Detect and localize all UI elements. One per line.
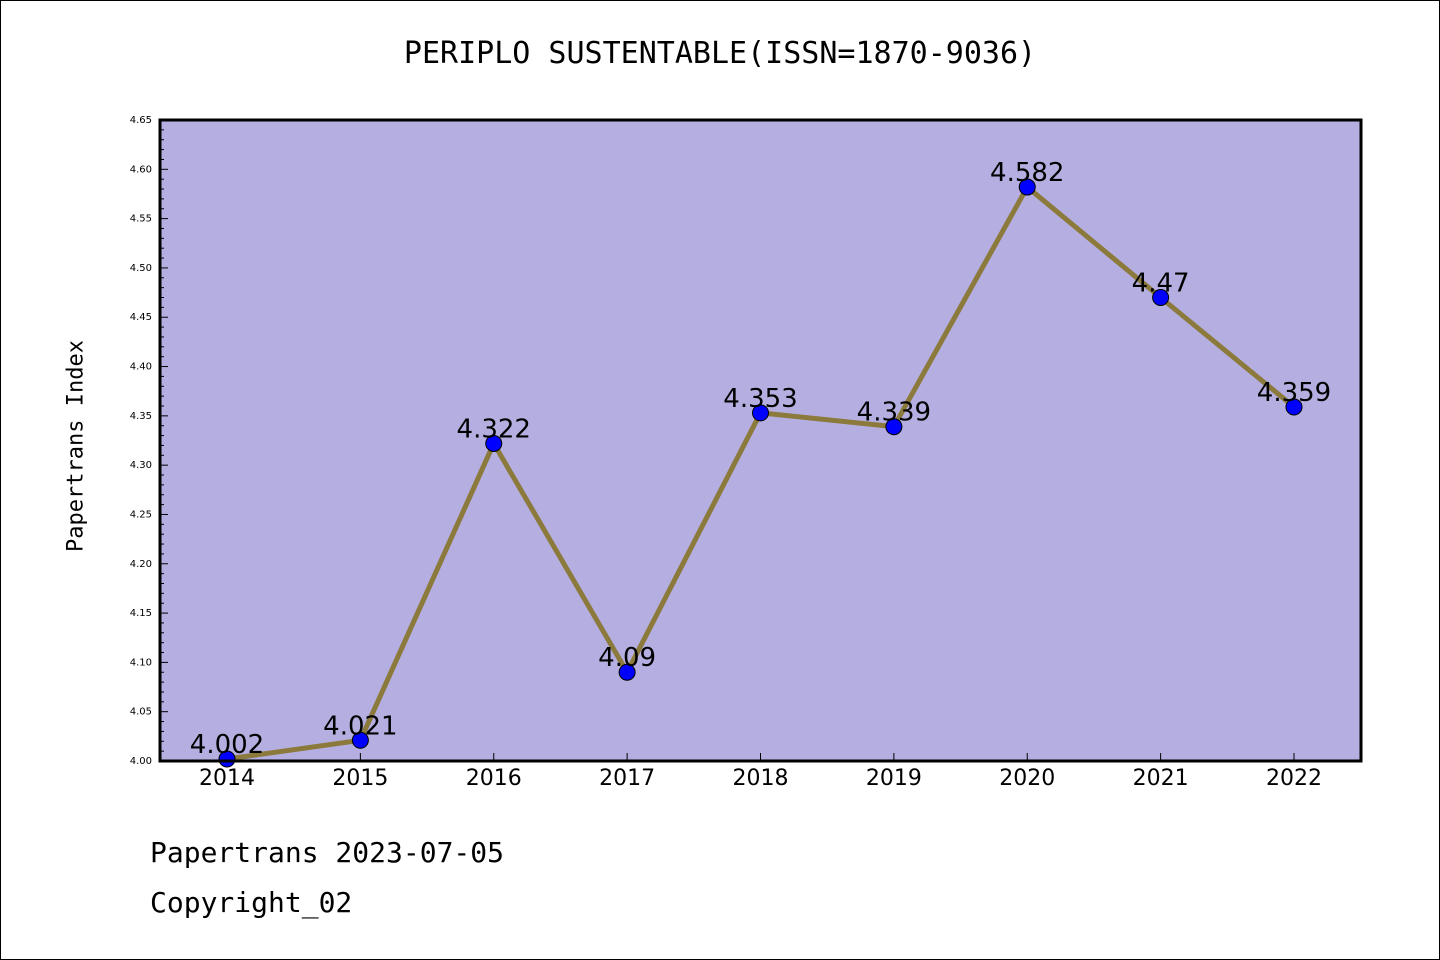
x-axis: 2014 2015 2016 2017 2018 2019 2020 2021 2022 bbox=[199, 753, 1322, 791]
x-tick-label: 2014 bbox=[199, 766, 255, 791]
x-tick-label: 2019 bbox=[866, 766, 922, 791]
x-tick-label: 2022 bbox=[1266, 766, 1322, 791]
y-tick-label: 4.30 bbox=[130, 460, 152, 471]
y-tick-label: 4.40 bbox=[130, 362, 152, 373]
data-label: 4.002 bbox=[190, 730, 264, 760]
data-point bbox=[485, 434, 503, 452]
footer-copyright: Copyright_02 bbox=[150, 886, 353, 919]
chart-title: PERIPLO SUSTENTABLE(ISSN=1870-9036) bbox=[403, 36, 1037, 71]
plot-area bbox=[160, 120, 1361, 761]
data-point bbox=[1152, 289, 1170, 307]
y-tick-label: 4.55 bbox=[130, 214, 152, 225]
data-label: 4.353 bbox=[723, 384, 797, 414]
y-tick-label: 4.45 bbox=[130, 312, 152, 323]
x-tick-label: 2017 bbox=[599, 766, 655, 791]
data-label: 4.021 bbox=[323, 711, 397, 741]
data-label: 4.47 bbox=[1132, 269, 1190, 299]
data-point bbox=[218, 750, 236, 768]
data-point bbox=[1285, 398, 1303, 416]
y-tick-label: 4.15 bbox=[130, 608, 152, 619]
data-label: 4.582 bbox=[990, 158, 1064, 188]
data-label: 4.322 bbox=[457, 414, 531, 444]
data-point bbox=[1018, 178, 1036, 196]
data-point bbox=[618, 663, 636, 681]
x-tick-label: 2015 bbox=[332, 766, 388, 791]
y-tick-label: 4.25 bbox=[130, 509, 152, 520]
data-label: 4.09 bbox=[598, 643, 656, 673]
data-point bbox=[885, 418, 903, 436]
data-point bbox=[752, 404, 769, 422]
plot-border bbox=[158, 118, 1363, 763]
data-label: 4.339 bbox=[857, 398, 931, 428]
data-point bbox=[351, 731, 369, 749]
y-tick-label: 4.60 bbox=[130, 164, 152, 175]
y-tick-label: 4.65 bbox=[130, 115, 152, 126]
y-tick-label: 4.50 bbox=[130, 263, 152, 274]
x-tick-label: 2021 bbox=[1133, 766, 1189, 791]
y-tick-label: 4.35 bbox=[130, 411, 152, 422]
x-tick-label: 2020 bbox=[999, 766, 1055, 791]
data-label: 4.359 bbox=[1257, 378, 1331, 408]
y-tick-label: 4.10 bbox=[130, 657, 152, 668]
x-tick-label: 2016 bbox=[466, 766, 522, 791]
footer-date: Papertrans 2023-07-05 bbox=[150, 836, 505, 869]
data-series: 4.002 4.021 4.322 4.09 4.353 4.339 4.582 4.47 4.… bbox=[190, 158, 1331, 768]
y-tick-label: 4.20 bbox=[130, 559, 152, 570]
y-tick-label: 4.00 bbox=[130, 756, 152, 767]
y-tick-label: 4.05 bbox=[130, 707, 152, 718]
x-tick-label: 2018 bbox=[733, 766, 789, 791]
